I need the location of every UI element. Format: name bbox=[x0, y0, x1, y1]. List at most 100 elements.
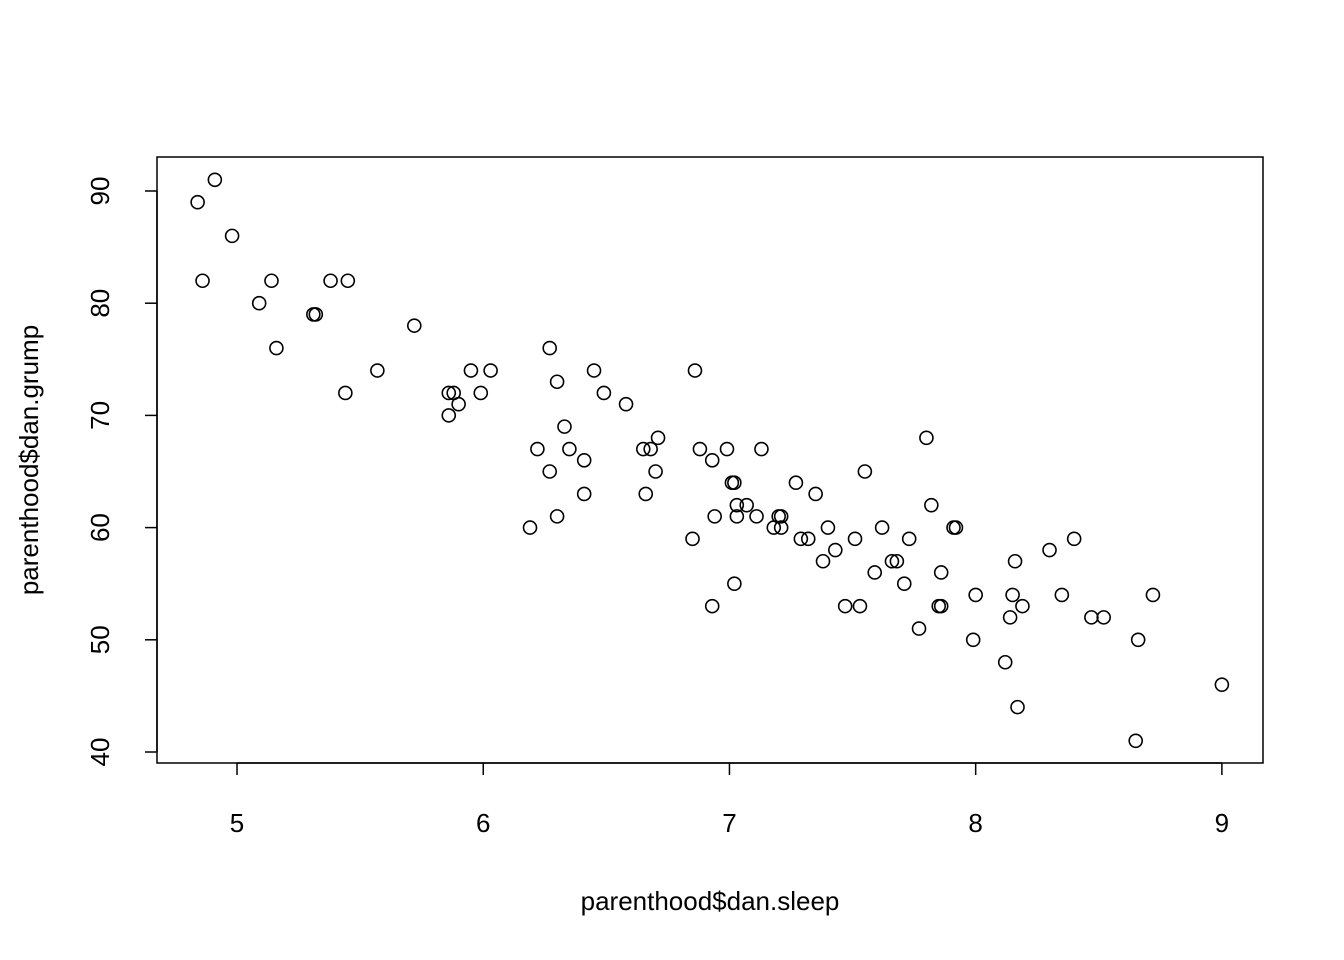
point bbox=[773, 520, 789, 535]
point bbox=[586, 363, 602, 378]
point bbox=[911, 621, 927, 636]
point bbox=[1005, 587, 1020, 603]
point bbox=[948, 520, 964, 535]
point bbox=[323, 273, 338, 289]
point bbox=[1002, 610, 1018, 625]
x-axis-label: parenthood$dan.sleep bbox=[581, 886, 840, 916]
point bbox=[224, 228, 240, 244]
x-tick-label: 7 bbox=[722, 808, 736, 838]
point bbox=[1042, 542, 1057, 558]
point bbox=[638, 486, 654, 502]
point bbox=[643, 441, 658, 457]
point bbox=[727, 475, 742, 491]
point bbox=[687, 363, 703, 378]
point bbox=[901, 531, 917, 547]
point bbox=[847, 531, 863, 547]
point bbox=[562, 441, 577, 457]
point bbox=[933, 565, 949, 580]
point bbox=[727, 576, 742, 592]
point bbox=[441, 408, 457, 423]
x-tick-label: 8 bbox=[968, 808, 982, 838]
y-tick-label: 90 bbox=[85, 177, 115, 206]
point bbox=[773, 509, 789, 524]
point bbox=[522, 520, 538, 535]
point bbox=[340, 273, 356, 289]
point bbox=[441, 385, 457, 401]
point bbox=[308, 307, 324, 322]
point bbox=[635, 441, 651, 457]
y-axis-label: parenthood$dan.grump bbox=[14, 325, 44, 595]
point bbox=[919, 430, 934, 446]
point bbox=[749, 509, 764, 524]
point bbox=[965, 632, 981, 648]
point bbox=[618, 396, 634, 412]
point bbox=[1054, 587, 1070, 603]
point bbox=[530, 441, 545, 457]
point bbox=[542, 464, 558, 479]
point bbox=[896, 576, 912, 592]
point bbox=[685, 531, 700, 547]
y-tick-label: 80 bbox=[85, 289, 115, 318]
point bbox=[739, 497, 754, 513]
point bbox=[852, 598, 868, 614]
point bbox=[1145, 587, 1161, 603]
point bbox=[820, 520, 836, 535]
point bbox=[707, 509, 722, 524]
point bbox=[648, 464, 663, 479]
point bbox=[473, 385, 489, 401]
point bbox=[207, 172, 223, 188]
point bbox=[704, 452, 720, 468]
point bbox=[1010, 699, 1025, 715]
y-tick-label: 50 bbox=[85, 625, 115, 654]
point bbox=[968, 587, 983, 603]
point bbox=[596, 385, 612, 401]
y-tick-label: 60 bbox=[85, 513, 115, 542]
point bbox=[557, 419, 572, 434]
point bbox=[857, 464, 873, 479]
x-tick-label: 9 bbox=[1215, 808, 1229, 838]
point bbox=[338, 385, 353, 401]
point bbox=[1015, 598, 1030, 614]
y-tick-label: 40 bbox=[85, 738, 115, 767]
point bbox=[874, 520, 890, 535]
point bbox=[195, 273, 210, 289]
point bbox=[815, 553, 831, 569]
point bbox=[788, 475, 804, 491]
y-tick-label: 70 bbox=[85, 401, 115, 430]
point bbox=[793, 531, 809, 547]
point bbox=[808, 486, 823, 502]
point bbox=[884, 553, 900, 569]
point bbox=[1128, 733, 1144, 749]
point bbox=[264, 273, 279, 289]
point bbox=[704, 598, 720, 614]
point bbox=[1084, 610, 1099, 625]
point bbox=[800, 531, 816, 547]
x-tick-label: 6 bbox=[476, 808, 490, 838]
point bbox=[997, 654, 1013, 670]
point bbox=[190, 194, 205, 210]
point bbox=[719, 441, 735, 457]
point bbox=[549, 374, 565, 390]
point bbox=[1066, 531, 1082, 547]
plot-frame bbox=[156, 156, 1264, 764]
point bbox=[463, 363, 479, 378]
point bbox=[1130, 632, 1146, 648]
point bbox=[729, 497, 745, 513]
point bbox=[451, 396, 466, 412]
point bbox=[889, 553, 905, 569]
point bbox=[754, 441, 769, 457]
point bbox=[542, 340, 558, 356]
point bbox=[1096, 610, 1111, 625]
point bbox=[406, 318, 422, 333]
point bbox=[924, 497, 939, 513]
x-tick-label: 5 bbox=[230, 808, 244, 838]
point bbox=[692, 441, 708, 457]
point bbox=[576, 452, 592, 468]
point bbox=[933, 598, 949, 614]
point bbox=[370, 363, 385, 378]
point bbox=[1007, 553, 1023, 569]
point bbox=[867, 565, 883, 580]
point bbox=[576, 486, 592, 502]
